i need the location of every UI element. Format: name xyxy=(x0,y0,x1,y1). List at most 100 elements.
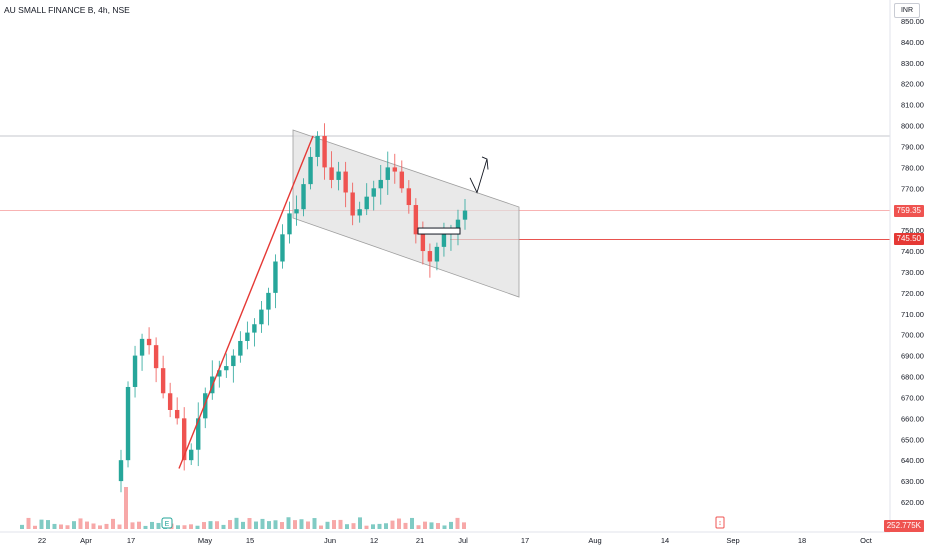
x-tick-label: Sep xyxy=(726,536,739,545)
earnings-marker xyxy=(161,517,173,529)
candle-body xyxy=(385,167,390,180)
candle-body xyxy=(357,209,362,216)
candle-body xyxy=(189,449,194,461)
volume-bar xyxy=(195,525,200,529)
volume-bar xyxy=(33,525,37,529)
x-tick-label: 22 xyxy=(38,536,46,545)
candle-body xyxy=(413,205,419,235)
y-axis[interactable]: 850.00 840.00 830.00 820.00 810.00 800.00 790.… xyxy=(889,0,924,532)
volume-bar xyxy=(52,523,57,529)
candle-body xyxy=(399,171,405,189)
y-tick-label: 840.00 xyxy=(901,38,924,47)
candle-body xyxy=(273,261,278,293)
x-tick-label: Jul xyxy=(458,536,468,545)
y-tick-label: 820.00 xyxy=(901,80,924,89)
candle-body xyxy=(301,184,306,210)
volume-bar xyxy=(46,520,50,529)
x-tick-label: 17 xyxy=(127,536,135,545)
x-tick-label: 14 xyxy=(661,536,669,545)
volume-bar xyxy=(143,525,148,529)
trend-line xyxy=(178,135,314,469)
candle-body xyxy=(266,292,271,310)
breakout-arrow xyxy=(469,158,488,194)
candle-body xyxy=(252,324,257,333)
candle-body xyxy=(294,209,299,214)
candle-body xyxy=(118,460,124,482)
y-tick-label: 640.00 xyxy=(901,456,924,465)
candle-body xyxy=(238,340,243,356)
volume-bar xyxy=(436,523,440,529)
candle-body xyxy=(455,219,461,231)
volume-bar xyxy=(221,524,226,529)
volume-bar xyxy=(189,524,193,529)
volume-bar xyxy=(338,519,343,529)
volume-bar xyxy=(156,522,161,529)
x-axis[interactable]: 22 Apr 17 May 15 Jun 12 21 Jul 17 Aug 14 Sep 18 Oct xyxy=(0,531,890,545)
volume-bar xyxy=(449,521,453,529)
currency-button[interactable]: INR xyxy=(894,3,920,18)
volume-bar xyxy=(455,517,460,529)
volume-bar xyxy=(299,519,304,529)
volume-bar xyxy=(397,518,401,529)
volume-bar xyxy=(312,518,317,529)
drawings[interactable]: E ↕ xyxy=(161,135,725,529)
volume-bar xyxy=(377,523,382,529)
candle-body xyxy=(287,213,292,235)
volume-bar xyxy=(241,521,245,529)
y-tick-label: 620.00 xyxy=(901,498,924,507)
volume-bar xyxy=(364,525,369,529)
volume-bar xyxy=(85,521,89,529)
descending-channel[interactable] xyxy=(292,129,520,298)
volume-bar xyxy=(26,517,31,529)
volume-bar xyxy=(286,517,291,529)
x-tick-label: Aug xyxy=(588,536,601,545)
candle-body xyxy=(280,234,285,262)
x-tick-label: Jun xyxy=(324,536,336,545)
y-tick-label: 680.00 xyxy=(901,373,924,382)
volume-bar xyxy=(182,525,187,529)
candle-body xyxy=(245,332,250,341)
volume-bar xyxy=(319,525,323,529)
volume-bar xyxy=(98,525,102,529)
candle-body xyxy=(371,188,376,197)
volume-bar xyxy=(215,521,219,529)
volume-bar xyxy=(72,521,76,529)
x-tick-label: 15 xyxy=(246,536,254,545)
volume-bar xyxy=(358,517,362,529)
y-tick-label: 740.00 xyxy=(901,247,924,256)
candle-body xyxy=(322,136,327,168)
candle-body xyxy=(160,368,166,394)
volume-bar xyxy=(325,521,330,529)
candle-body xyxy=(336,171,341,180)
volume-bar xyxy=(202,522,206,529)
volume-bar xyxy=(260,518,265,529)
y-tick-label: 830.00 xyxy=(901,59,924,68)
y-tick-label: 800.00 xyxy=(901,122,924,131)
volume-bar xyxy=(351,523,356,529)
candle-body xyxy=(308,156,313,185)
candle-body xyxy=(132,355,138,387)
candle-body xyxy=(378,179,383,189)
volume-bar xyxy=(306,521,310,529)
candle-body xyxy=(427,251,433,262)
symbol-title: AU SMALL FINANCE B, 4h, NSE xyxy=(4,5,130,15)
candle-body xyxy=(434,246,440,262)
volume-bar xyxy=(371,524,375,529)
volume-bar xyxy=(247,518,252,529)
x-tick-label: May xyxy=(198,536,212,545)
volume-bar xyxy=(130,522,135,529)
volume-bar xyxy=(150,521,154,529)
volume-bar xyxy=(176,525,180,529)
y-tick-label: 770.00 xyxy=(901,184,924,193)
y-tick-label: 750.00 xyxy=(901,226,924,235)
volume-bar xyxy=(117,524,122,529)
x-tick-label: Oct xyxy=(860,536,873,545)
volume-bar xyxy=(293,520,297,529)
volume-bars xyxy=(20,487,466,529)
volume-bar xyxy=(20,524,24,529)
candle-body xyxy=(329,167,334,180)
dividend-marker-label: ↕ xyxy=(718,520,722,527)
y-tick-label: 690.00 xyxy=(901,352,924,361)
volume-bar xyxy=(442,525,447,529)
